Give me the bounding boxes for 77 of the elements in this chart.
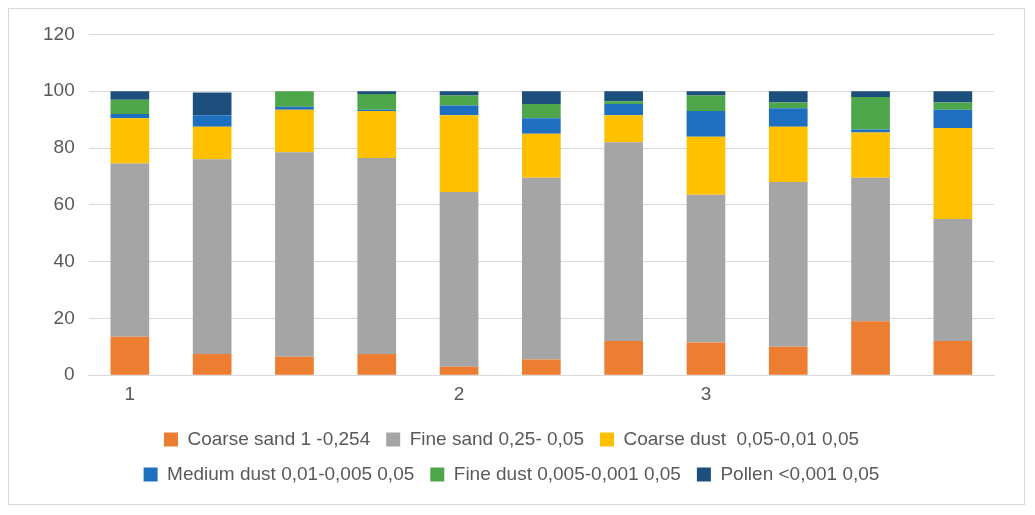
x-tick-label: 2 xyxy=(453,382,465,404)
bar xyxy=(851,321,890,375)
y-tick-label: 20 xyxy=(53,306,75,328)
bar xyxy=(522,359,561,375)
bar xyxy=(357,111,397,158)
bar xyxy=(522,91,561,104)
bar xyxy=(439,192,479,367)
bar xyxy=(604,91,643,102)
bar xyxy=(686,91,726,96)
bar xyxy=(110,91,150,100)
bar xyxy=(522,103,561,119)
bar xyxy=(110,113,150,119)
x-tick-label: 3 xyxy=(700,382,712,404)
bar xyxy=(110,336,150,375)
y-tick-label: 100 xyxy=(43,79,75,101)
bar xyxy=(768,126,808,183)
bar xyxy=(933,109,973,129)
bar xyxy=(851,132,890,178)
bar xyxy=(439,91,479,96)
bar xyxy=(110,163,150,337)
bar xyxy=(275,109,314,153)
bar xyxy=(686,111,726,137)
y-tick-label: 0 xyxy=(64,363,75,385)
bar xyxy=(686,342,726,375)
bar xyxy=(357,353,397,375)
bar xyxy=(192,159,232,354)
bar xyxy=(604,115,643,143)
bar xyxy=(275,152,314,357)
bar xyxy=(851,91,890,97)
legend-label: Coarse sand 1 -0,254 xyxy=(187,427,371,449)
bar xyxy=(192,126,232,160)
bar xyxy=(768,91,808,103)
y-tick-label: 40 xyxy=(53,249,75,271)
bar xyxy=(933,128,973,219)
bar xyxy=(357,157,397,354)
bar xyxy=(275,106,314,110)
y-tick-label: 80 xyxy=(53,136,75,158)
bar xyxy=(192,92,232,116)
bar xyxy=(686,136,726,195)
bar xyxy=(686,95,726,112)
bar xyxy=(275,356,314,375)
bar xyxy=(522,133,561,178)
bar xyxy=(851,177,890,322)
bar xyxy=(275,91,314,107)
y-tick-label: 60 xyxy=(53,193,75,215)
bar xyxy=(933,341,973,375)
bar xyxy=(439,105,479,116)
bar xyxy=(933,219,973,342)
bar xyxy=(439,95,479,106)
legend-label: Coarse dust 0,05-0,01 0,05 xyxy=(623,427,860,449)
bar xyxy=(768,346,808,375)
bar xyxy=(933,102,973,110)
bar xyxy=(604,101,643,104)
bar xyxy=(604,341,643,375)
bar xyxy=(192,115,232,127)
legend-label: Pollen <0,001 0,05 xyxy=(720,462,880,484)
bar xyxy=(768,182,808,347)
bar xyxy=(686,194,726,343)
bar xyxy=(110,118,150,164)
bar xyxy=(604,142,643,342)
bar xyxy=(604,103,643,116)
bar xyxy=(522,177,561,360)
legend-label: Medium dust 0,01-0,005 0,05 xyxy=(167,462,415,484)
bar xyxy=(933,91,973,103)
bar xyxy=(192,353,232,375)
bar xyxy=(357,91,397,95)
x-tick-label: 1 xyxy=(124,382,136,404)
bar xyxy=(439,115,479,193)
bar xyxy=(110,99,150,114)
bar xyxy=(522,118,561,134)
legend-label: Fine sand 0,25- 0,05 xyxy=(409,427,584,449)
bar xyxy=(439,366,479,375)
y-tick-label: 120 xyxy=(43,22,75,44)
bar xyxy=(357,94,397,110)
bar xyxy=(768,108,808,127)
legend-label: Fine dust 0,005-0,001 0,05 xyxy=(453,462,681,484)
bar xyxy=(851,96,890,130)
